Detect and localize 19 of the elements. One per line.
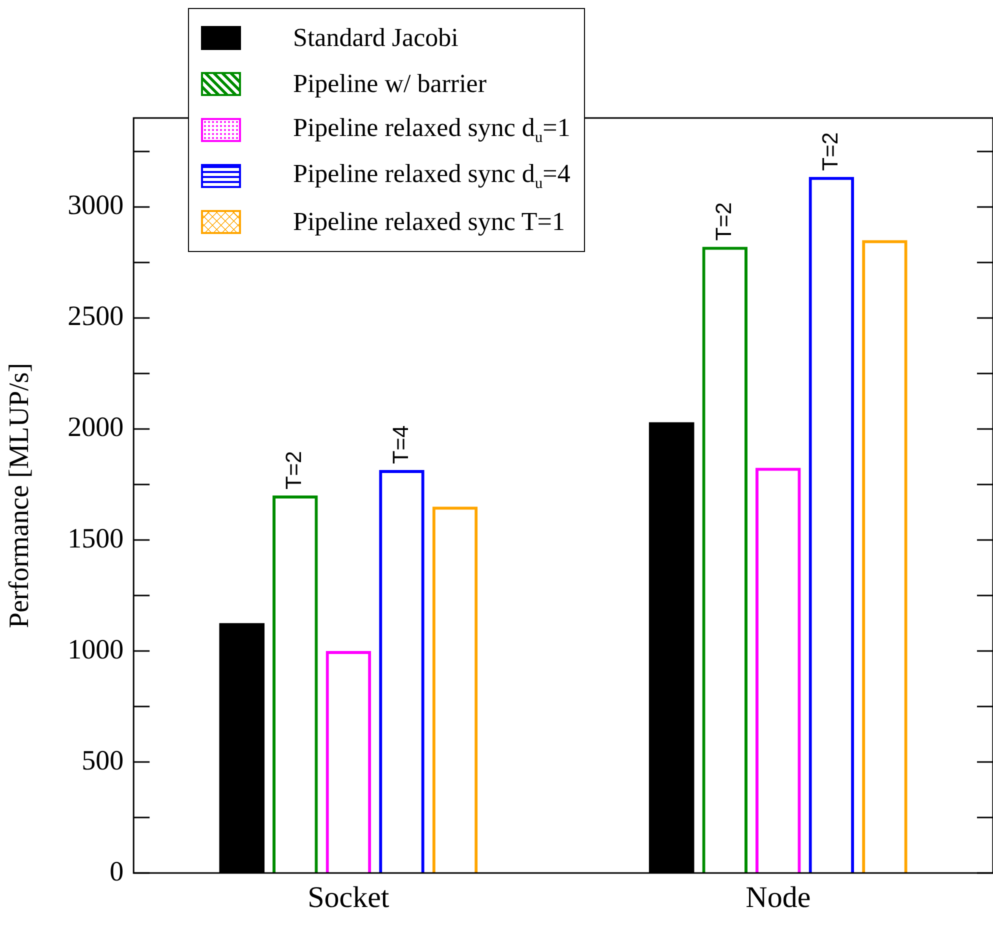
annotation: T=4 — [388, 425, 413, 464]
legend-label: Pipeline relaxed sync d$_{u}$=1 — [293, 112, 570, 148]
x-tick-label: Node — [746, 880, 811, 914]
x-tick-label: Socket — [308, 880, 390, 914]
y-tick-label: 3000 — [68, 190, 124, 222]
y-tick-label: 2000 — [68, 412, 124, 444]
y-tick-label: 0 — [110, 856, 124, 888]
annotation: T=2 — [281, 450, 306, 490]
y-tick-label: 500 — [82, 745, 124, 776]
legend-label: Pipeline relaxed sync d$_{u}$=4 — [293, 158, 570, 194]
annotation: T=2 — [817, 132, 842, 171]
y-tick-label: 2500 — [68, 301, 124, 332]
legend-label: Pipeline w/ barrier — [293, 69, 486, 99]
legend-label: Pipeline relaxed sync T=1 — [293, 207, 565, 237]
y-axis-title: Performance [MLUP/s] — [4, 362, 36, 628]
y-tick-label: 1500 — [68, 523, 124, 554]
y-tick-label: 1000 — [68, 634, 124, 666]
legend-label: Standard Jacobi — [293, 23, 458, 53]
annotation: T=2 — [710, 202, 736, 241]
